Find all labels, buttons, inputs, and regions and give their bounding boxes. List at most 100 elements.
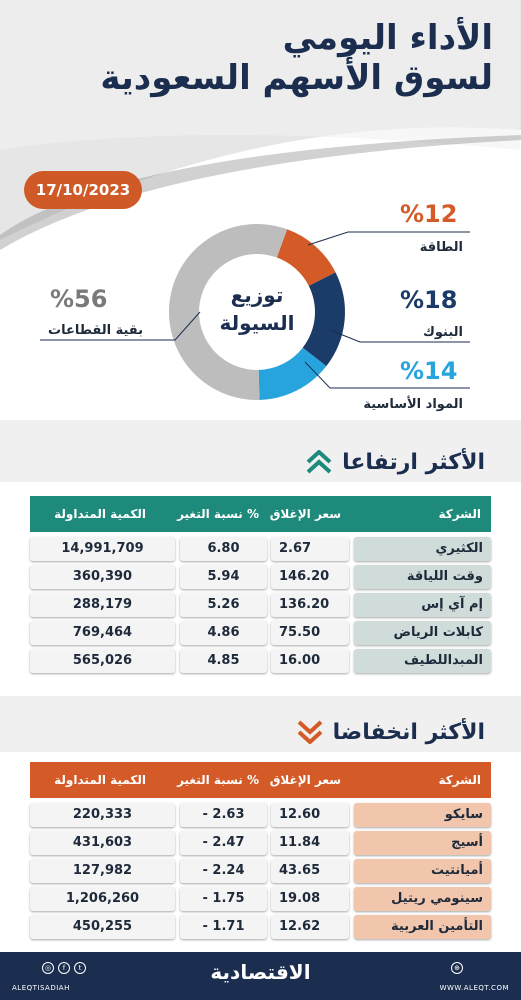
table-row: وقت اللياقة 146.20 5.94 360,390 — [30, 565, 491, 589]
traded-volume: 450,255 — [30, 915, 175, 939]
gainers-title: الأكثر ارتفاعا — [342, 449, 485, 475]
losers-title-band — [0, 696, 521, 752]
energy-label: الطاقة — [419, 240, 463, 255]
traded-volume: 220,333 — [30, 803, 175, 827]
table-row: سينومي ريتيل 19.08 - 1.75 1,206,260 — [30, 887, 491, 911]
brand-logo: الاقتصادية — [210, 960, 311, 984]
close-price: 12.60 — [271, 803, 349, 827]
losers-col-volume: الكمية المتداولة — [54, 773, 146, 787]
close-price: 2.67 — [271, 537, 349, 561]
close-price: 146.20 — [271, 565, 349, 589]
table-row: إم آي إس 136.20 5.26 288,179 — [30, 593, 491, 617]
header-section: الأداء اليومي لسوق الأسهم السعودية 17/10… — [0, 0, 521, 440]
others-percent: %56 — [50, 285, 108, 313]
donut-segment-materials — [258, 347, 327, 400]
globe-icon[interactable]: ⊕ — [451, 962, 463, 974]
losers-table-header: الشركة سعر الإغلاق نسبة التغير % الكمية … — [30, 762, 491, 798]
losers-heading: الأكثر انخفاضا — [297, 715, 485, 749]
traded-volume: 1,206,260 — [30, 887, 175, 911]
traded-volume: 288,179 — [30, 593, 175, 617]
company-name: إم آي إس — [354, 593, 491, 617]
table-row: الكثيري 2.67 6.80 14,991,709 — [30, 537, 491, 561]
gainers-col-close: سعر الإغلاق — [269, 507, 341, 521]
donut-center-line2: السيولة — [219, 311, 294, 335]
page-title-line1: الأداء اليومي — [282, 18, 493, 58]
leader-line-energy — [307, 231, 470, 246]
date-badge: 17/10/2023 — [24, 171, 142, 209]
close-price: 19.08 — [271, 887, 349, 911]
leader-line-banks — [329, 329, 470, 343]
table-row: كابلات الرياض 75.50 4.86 769,464 — [30, 621, 491, 645]
banks-percent: %18 — [400, 286, 458, 314]
gainers-title-band — [0, 440, 521, 482]
close-price: 75.50 — [271, 621, 349, 645]
gainers-col-change: نسبة التغير % — [177, 507, 259, 521]
energy-percent: %12 — [400, 200, 458, 228]
close-price: 136.20 — [271, 593, 349, 617]
gainers-heading: الأكثر ارتفاعا — [306, 445, 485, 479]
banks-label: البنوك — [422, 325, 463, 340]
close-price: 12.62 — [271, 915, 349, 939]
table-row: التأمين العربية 12.62 - 1.71 450,255 — [30, 915, 491, 939]
change-percent: - 2.47 — [180, 831, 267, 855]
company-name: سينومي ريتيل — [354, 887, 491, 911]
company-name: كابلات الرياض — [354, 621, 491, 645]
company-name: أميانتيت — [354, 859, 491, 883]
change-percent: - 1.75 — [180, 887, 267, 911]
change-percent: - 2.63 — [180, 803, 267, 827]
close-price: 11.84 — [271, 831, 349, 855]
change-percent: 5.26 — [180, 593, 267, 617]
losers-col-close: سعر الإغلاق — [269, 773, 341, 787]
losers-title: الأكثر انخفاضا — [332, 719, 485, 745]
traded-volume: 565,026 — [30, 649, 175, 673]
gainers-col-volume: الكمية المتداولة — [54, 507, 146, 521]
donut-segment-others — [169, 224, 288, 400]
company-name: وقت اللياقة — [354, 565, 491, 589]
materials-percent: %14 — [400, 357, 458, 385]
double-chevron-up-icon — [306, 450, 332, 474]
gainers-table-header: الشركة سعر الإغلاق نسبة التغير % الكمية … — [30, 496, 491, 532]
losers-col-change: نسبة التغير % — [177, 773, 259, 787]
gainers-col-company: الشركة — [438, 507, 481, 521]
footer-bar: ◎ f t ALEQTISADIAH الاقتصادية ⊕ WWW.ALEQ… — [0, 952, 521, 1000]
traded-volume: 14,991,709 — [30, 537, 175, 561]
traded-volume: 769,464 — [30, 621, 175, 645]
donut-segment-banks — [302, 272, 346, 367]
traded-volume: 431,603 — [30, 831, 175, 855]
change-percent: - 1.71 — [180, 915, 267, 939]
company-name: أسيج — [354, 831, 491, 855]
close-price: 43.65 — [271, 859, 349, 883]
change-percent: 6.80 — [180, 537, 267, 561]
facebook-icon[interactable]: f — [58, 962, 70, 974]
donut-center — [203, 258, 311, 366]
donut-center-line1: توزيع — [231, 283, 284, 307]
double-chevron-down-icon — [297, 720, 323, 744]
table-row: المبداللطيف 16.00 4.85 565,026 — [30, 649, 491, 673]
close-price: 16.00 — [271, 649, 349, 673]
company-name: المبداللطيف — [354, 649, 491, 673]
change-percent: 4.86 — [180, 621, 267, 645]
table-row: أسيج 11.84 - 2.47 431,603 — [30, 831, 491, 855]
instagram-icon[interactable]: ◎ — [42, 962, 54, 974]
social-handle[interactable]: ALEQTISADIAH — [12, 984, 70, 992]
donut-segment-energy — [276, 229, 336, 286]
traded-volume: 127,982 — [30, 859, 175, 883]
losers-col-company: الشركة — [438, 773, 481, 787]
change-percent: 4.85 — [180, 649, 267, 673]
leader-line-others — [40, 311, 201, 341]
change-percent: - 2.24 — [180, 859, 267, 883]
materials-label: المواد الأساسية — [363, 397, 463, 412]
company-name: التأمين العربية — [354, 915, 491, 939]
website-link[interactable]: WWW.ALEQT.COM — [439, 984, 509, 992]
page-title-line2: لسوق الأسهم السعودية — [100, 58, 493, 98]
company-name: الكثيري — [354, 537, 491, 561]
liquidity-donut-chart: توزيع السيولة — [40, 224, 470, 400]
leader-line-materials — [304, 361, 470, 389]
twitter-icon[interactable]: t — [74, 962, 86, 974]
others-label: بقية القطاعات — [48, 323, 144, 338]
change-percent: 5.94 — [180, 565, 267, 589]
traded-volume: 360,390 — [30, 565, 175, 589]
table-row: أميانتيت 43.65 - 2.24 127,982 — [30, 859, 491, 883]
company-name: سايكو — [354, 803, 491, 827]
table-row: سايكو 12.60 - 2.63 220,333 — [30, 803, 491, 827]
